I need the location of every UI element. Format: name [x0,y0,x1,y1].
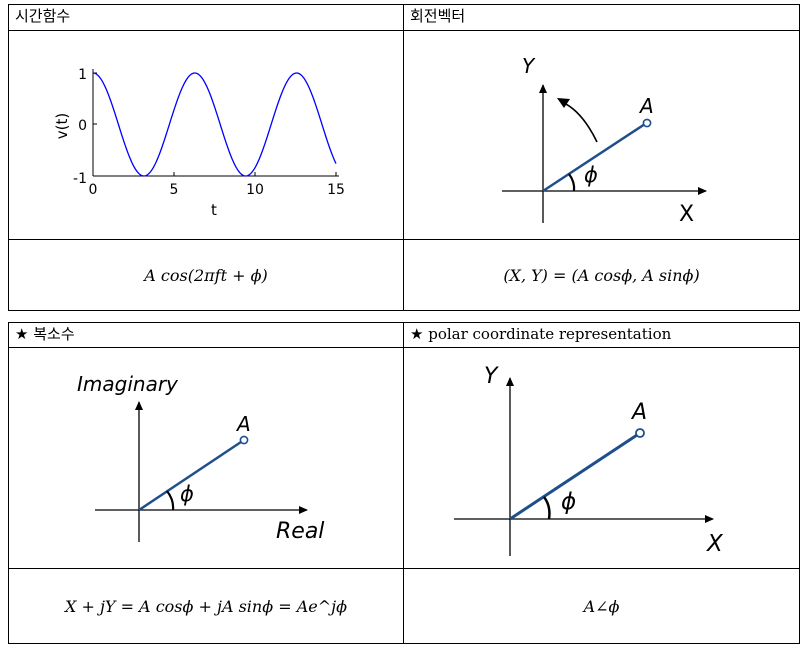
y-label: Y [484,364,499,389]
time-function-table: 시간함수 회전벡터 1 0 -1 0 5 10 15 [8,4,800,311]
table2-header-row: ★ 복소수 ★ polar coordinate representation [9,323,799,347]
ytick-label-1: 1 [78,67,87,83]
point-label-a: A [630,400,647,425]
ytick-label-0: 0 [78,118,87,134]
angle-label: ϕ [180,482,194,506]
angle-arc [568,173,576,192]
rotating-vector-header: 회전벡터 [410,7,466,25]
complex-number-table: ★ 복소수 ★ polar coordinate representation … [8,322,800,644]
polar-plane-diagram: Y X A ϕ [454,364,724,557]
point-label-a: A [235,412,251,436]
table1-formula-row: A cos(2πft + ϕ) (X, Y) = (A cosϕ, A sinϕ… [9,239,799,310]
xtick-label-5: 5 [170,182,179,198]
polar-formula: A∠ϕ [583,596,620,616]
vector-line [542,122,646,193]
time-function-formula: A cos(2πft + ϕ) [144,265,268,285]
time-function-header: 시간함수 [9,5,404,30]
y-axis-label: v(t) [53,113,71,139]
rotation-arrow-arc [561,101,598,143]
complex-formula-cell: X + jY = A cosϕ + jA sinϕ = Ae^jϕ [9,569,404,643]
angle-arc [542,496,551,520]
time-function-cell: 1 0 -1 0 5 10 15 t v(t) [9,31,404,239]
series-line-cosine [92,72,337,177]
rotating-vector-formula-cell: (X, Y) = (A cosϕ, A sinϕ) [404,240,799,310]
vector-line [138,440,242,512]
polar-formula-cell: A∠ϕ [404,569,799,643]
table2-figure-row: Imaginary Real A ϕ Y X A [9,347,799,568]
point-label-a: A [638,94,654,118]
rotating-vector-diagram: Y X A ϕ [502,54,707,227]
vector-line [509,433,638,521]
complex-plane-cell: Imaginary Real A ϕ [9,348,404,568]
polar-plane-cell: Y X A ϕ [404,348,799,568]
polar-representation-header: ★ polar coordinate representation [410,325,672,343]
real-label: Real [276,519,324,544]
vector-endpoint [239,435,249,445]
table1-header-row: 시간함수 회전벡터 [9,5,799,30]
x-label: X [679,202,694,227]
rotating-vector-formula: (X, Y) = (A cosϕ, A sinϕ) [503,265,700,285]
complex-plane-diagram: Imaginary Real A ϕ [77,372,324,544]
complex-formula: X + jY = A cosϕ + jA sinϕ = Ae^jϕ [64,596,347,616]
imaginary-label: Imaginary [77,372,179,396]
xtick-label-15: 15 [327,182,345,198]
y-label: Y [522,54,536,78]
rotating-vector-cell: Y X A ϕ [404,31,799,239]
ytick-label-neg1: -1 [73,171,87,187]
xtick-label-10: 10 [246,182,264,198]
angle-label: ϕ [561,489,576,515]
angle-label: ϕ [584,163,598,187]
x-axis-label: t [211,201,217,219]
vector-endpoint [635,428,645,438]
angle-arc [166,490,175,511]
vector-endpoint [642,118,652,128]
rotation-arrow-head [557,98,570,108]
time-function-formula-cell: A cos(2πft + ϕ) [9,240,404,310]
cosine-chart: 1 0 -1 0 5 10 15 t v(t) [53,67,345,219]
xtick-label-0: 0 [89,182,98,198]
complex-number-header: ★ 복소수 [9,323,404,347]
table1-figure-row: 1 0 -1 0 5 10 15 t v(t) [9,30,799,239]
table2-formula-row: X + jY = A cosϕ + jA sinϕ = Ae^jϕ A∠ϕ [9,568,799,643]
x-label: X [706,531,724,557]
